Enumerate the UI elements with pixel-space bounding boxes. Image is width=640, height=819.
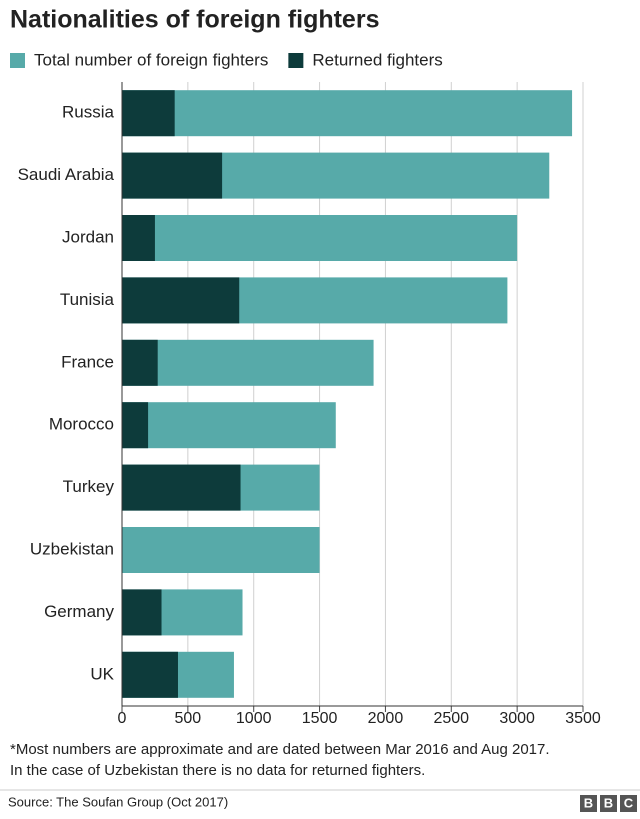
y-tick-label: Saudi Arabia — [18, 165, 115, 184]
bar — [122, 339, 158, 386]
y-tick-label: Turkey — [63, 477, 115, 496]
bar — [122, 589, 162, 636]
legend-label: Total number of foreign fighters — [34, 50, 268, 69]
source: Source: The Soufan Group (Oct 2017) — [8, 794, 228, 809]
x-tick-label: 3000 — [499, 710, 535, 727]
logo-letter: C — [624, 795, 634, 810]
bar — [122, 464, 241, 511]
x-tick-label: 3500 — [565, 710, 601, 727]
logo-box — [600, 795, 617, 812]
x-tick-label: 0 — [118, 710, 127, 727]
bar — [122, 527, 320, 573]
legend-label: Returned fighters — [312, 50, 442, 69]
y-tick-label: Germany — [44, 602, 114, 621]
chart-title: Nationalities of foreign fighters — [10, 6, 379, 34]
bar — [122, 402, 149, 449]
logo-box — [580, 795, 597, 812]
x-tick-label: 2500 — [433, 710, 469, 727]
y-tick-label: Jordan — [62, 227, 114, 246]
x-tick-label: 2000 — [368, 710, 404, 727]
bar — [122, 90, 175, 137]
x-tick-label: 1000 — [236, 710, 272, 727]
logo-box — [620, 795, 637, 812]
y-tick-label: Morocco — [49, 415, 114, 434]
y-tick-label: UK — [90, 664, 114, 683]
legend-swatch — [10, 53, 25, 68]
bar — [122, 402, 336, 449]
y-tick-label: France — [61, 352, 114, 371]
bar — [122, 339, 374, 386]
footnote: *Most numbers are approximate and are da… — [10, 741, 550, 758]
logo-letter: B — [584, 795, 593, 810]
logo-letter: B — [604, 795, 613, 810]
x-tick-label: 500 — [175, 710, 202, 727]
bar — [122, 277, 240, 324]
bar — [122, 90, 573, 137]
footnote: In the case of Uzbekistan there is no da… — [10, 762, 425, 779]
x-tick-label: 1500 — [302, 710, 338, 727]
y-tick-label: Russia — [62, 103, 115, 122]
bar — [122, 215, 518, 261]
y-tick-label: Tunisia — [60, 290, 115, 309]
bar — [122, 215, 155, 261]
y-tick-label: Uzbekistan — [30, 539, 114, 558]
legend-swatch — [288, 53, 304, 68]
bar — [122, 152, 223, 199]
bar — [122, 651, 178, 698]
